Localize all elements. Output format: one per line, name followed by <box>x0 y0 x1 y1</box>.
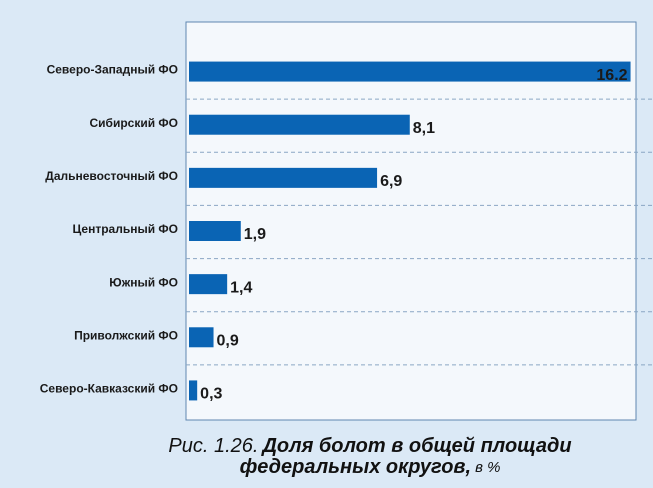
category-label: Сибирский ФО <box>89 116 178 130</box>
chart-title: Рис. 1.26. Доля болот в общей площади <box>168 435 571 457</box>
value-label: 6,9 <box>380 173 402 190</box>
value-label: 0,3 <box>200 386 222 403</box>
title-unit: в % <box>475 459 500 476</box>
bar <box>189 114 410 135</box>
plot-area <box>185 21 637 421</box>
value-label: 1,4 <box>230 279 252 296</box>
bar <box>189 221 241 241</box>
category-label: Северо-Кавказский ФО <box>40 382 178 396</box>
bar <box>189 274 228 295</box>
value-label: 1,9 <box>244 226 266 243</box>
value-label: 8,1 <box>413 120 435 137</box>
category-label: Северо-Западный ФО <box>47 63 178 77</box>
category-label: Приволжский ФО <box>74 328 178 342</box>
value-label: 16.2 <box>596 67 627 84</box>
chart-title-2: федеральных округов, в % <box>240 456 501 478</box>
bar <box>189 327 214 348</box>
title-line2: федеральных округов, <box>240 456 472 478</box>
category-label: Дальневосточный ФО <box>45 169 178 183</box>
category-label: Центральный ФО <box>73 222 179 236</box>
title-prefix: Рис. 1.26. <box>168 435 258 457</box>
bar <box>189 380 198 401</box>
value-label: 0,9 <box>217 333 239 350</box>
bar <box>189 167 378 188</box>
bar <box>189 61 631 82</box>
title-line1: Доля болот в общей площади <box>260 435 571 457</box>
category-label: Южный ФО <box>109 275 178 289</box>
